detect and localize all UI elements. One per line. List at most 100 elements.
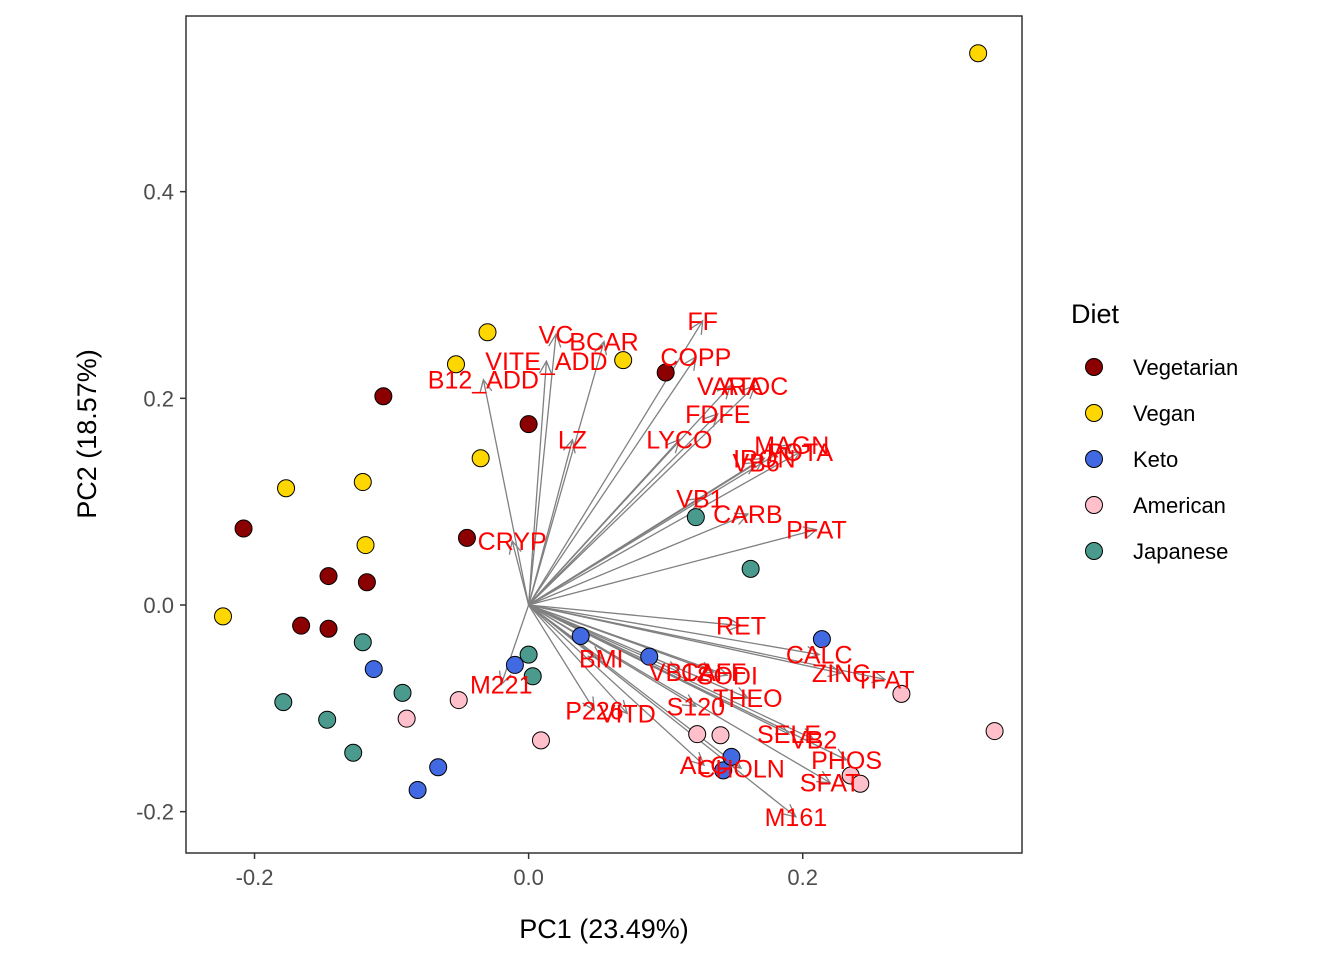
points-layer [214, 44, 1004, 799]
legend-label-vegan: Vegan [1133, 401, 1195, 426]
legend-label-japanese: Japanese [1133, 539, 1228, 564]
point-vegan [969, 44, 988, 63]
loading-arrowhead [832, 748, 848, 761]
point-vegetarian [319, 567, 338, 586]
point-japanese [519, 645, 538, 664]
point-japanese [523, 667, 542, 686]
loading-arrowhead [742, 461, 758, 475]
point-vegetarian [292, 616, 311, 635]
loading-arrowhead [498, 670, 512, 686]
loading-arrow [528, 604, 814, 740]
loading-label-vb6: VB6 [732, 449, 779, 477]
loading-arrow [528, 413, 719, 606]
loading-label-calc: CALC [786, 642, 853, 670]
loading-label-m161: M161 [765, 804, 828, 832]
loading-label-vite_add: VITE_ADD [485, 348, 607, 376]
y-tick-label: -0.2 [136, 800, 174, 825]
loading-arrow [527, 334, 557, 606]
point-japanese [274, 693, 293, 712]
point-vegetarian [656, 363, 675, 382]
loading-arrow [527, 361, 548, 606]
loading-label-choln: CHOLN [697, 755, 785, 783]
loading-label-alc: ALC [680, 752, 729, 780]
point-american [851, 774, 870, 793]
loading-label-caff: CAFF [681, 659, 746, 687]
loading-label-s120: S120 [667, 693, 725, 721]
point-american [397, 709, 416, 728]
loading-label-m221: M221 [470, 672, 533, 700]
point-american [688, 725, 707, 744]
point-keto [505, 655, 524, 674]
loading-label-sfat: SFAT [800, 770, 861, 798]
loading-arrow [528, 451, 801, 606]
point-japanese [741, 559, 760, 578]
loading-arrowhead [802, 526, 818, 540]
loading-label-phos: PHOS [811, 747, 882, 775]
loading-arrowhead [733, 512, 750, 525]
point-japanese [393, 683, 412, 702]
loading-label-copp: COPP [660, 344, 731, 372]
y-axis-title: PC2 (18.57%) [72, 349, 102, 519]
legend-label-keto: Keto [1133, 447, 1178, 472]
loading-label-cryp: CRYP [478, 528, 547, 556]
loading-label-lz: LZ [558, 427, 587, 455]
loading-label-vb12: VB12 [649, 659, 710, 687]
point-vegetarian [519, 415, 538, 434]
point-keto [429, 758, 448, 777]
loading-arrow [528, 513, 749, 606]
legend-key-keto [1085, 450, 1103, 468]
point-vegetarian [234, 519, 253, 538]
point-vegetarian [319, 619, 338, 638]
loading-arrowhead [733, 687, 750, 700]
loading-arrowhead [690, 319, 704, 335]
loading-arrow [528, 385, 756, 606]
legend-key-american [1085, 496, 1103, 514]
loading-arrowhead [750, 457, 766, 471]
loading-label-lyco: LYCO [646, 427, 712, 455]
point-american [449, 691, 468, 710]
legend-key-vegan [1085, 404, 1103, 422]
loading-arrowhead [713, 664, 729, 678]
loading-arrow [528, 604, 886, 681]
loading-label-atoc: ATOC [721, 373, 788, 401]
loading-arrow [528, 604, 742, 769]
loading-arrowhead [614, 699, 629, 715]
point-vegan [356, 536, 375, 555]
loading-label-p226: P226 [565, 697, 623, 725]
loading-arrowhead [741, 384, 756, 400]
loading-label-vb2: VB2 [790, 726, 837, 754]
point-keto [408, 780, 427, 799]
loading-arrow [528, 604, 705, 766]
y-tick-label: 0.4 [143, 180, 174, 205]
loading-arrow [528, 498, 701, 606]
loading-arrowhead [785, 451, 802, 464]
point-vegan [214, 607, 233, 626]
loading-arrowhead [587, 646, 603, 660]
point-american [985, 722, 1004, 741]
loading-arrowhead [775, 722, 791, 735]
legend-key-japanese [1085, 542, 1103, 560]
point-japanese [686, 508, 705, 527]
point-keto [640, 647, 659, 666]
loading-arrowhead [562, 438, 576, 454]
loading-label-b12_add: B12_ADD [428, 367, 539, 395]
loading-arrow [528, 356, 697, 606]
loading-arrow [500, 604, 530, 685]
loading-label-vc: VC [539, 321, 574, 349]
loading-arrowhead [827, 664, 843, 678]
loading-label-pota: POTA [767, 439, 834, 467]
loading-arrowhead [871, 670, 887, 684]
point-vegan [614, 351, 633, 370]
point-vegan [353, 473, 372, 492]
loading-arrow [511, 540, 530, 606]
loading-arrowhead [704, 412, 719, 428]
point-american [531, 731, 550, 750]
legend-title: Diet [1071, 299, 1120, 329]
loading-arrowhead [699, 661, 716, 675]
loading-arrowhead [690, 751, 706, 767]
point-keto [714, 761, 733, 780]
loading-label-magn: MAGN [754, 432, 829, 460]
loading-label-theo: THEO [713, 685, 782, 713]
loading-label-pfat: PFAT [786, 517, 847, 545]
